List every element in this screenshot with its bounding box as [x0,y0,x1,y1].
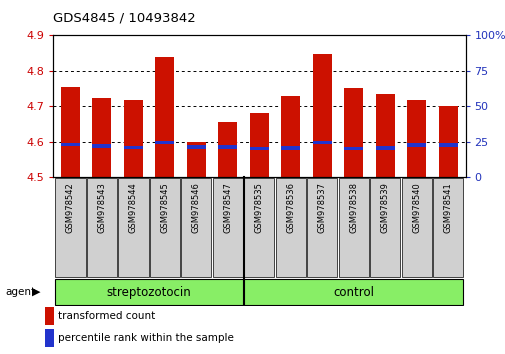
Bar [61,143,80,146]
FancyBboxPatch shape [87,178,117,277]
FancyBboxPatch shape [55,178,85,277]
Text: GSM978546: GSM978546 [191,182,200,233]
Bar [61,87,80,177]
Bar [438,106,457,177]
Text: GDS4845 / 10493842: GDS4845 / 10493842 [53,12,195,25]
Text: GSM978538: GSM978538 [348,182,358,233]
Bar [281,96,299,177]
Bar [124,146,142,149]
Bar [407,100,425,177]
Bar [438,143,457,147]
Text: streptozotocin: streptozotocin [107,286,191,298]
Text: control: control [333,286,374,298]
FancyBboxPatch shape [244,279,463,305]
Text: ▶: ▶ [32,286,40,296]
Bar [155,141,174,144]
Text: GSM978542: GSM978542 [66,182,75,233]
Text: GSM978537: GSM978537 [317,182,326,233]
Bar [281,146,299,150]
Bar [155,57,174,177]
FancyBboxPatch shape [338,178,368,277]
Bar [45,307,55,325]
Text: GSM978536: GSM978536 [286,182,295,233]
Text: GSM978540: GSM978540 [412,182,420,233]
Text: transformed count: transformed count [58,310,155,321]
Text: GSM978539: GSM978539 [380,182,389,233]
Bar [249,113,268,177]
Text: percentile rank within the sample: percentile rank within the sample [58,333,233,343]
Bar [375,146,394,150]
Bar [186,142,206,177]
Bar [375,94,394,177]
Bar [218,122,237,177]
Text: GSM978547: GSM978547 [223,182,232,233]
FancyBboxPatch shape [401,178,431,277]
FancyBboxPatch shape [369,178,399,277]
FancyBboxPatch shape [181,178,211,277]
FancyBboxPatch shape [307,178,337,277]
FancyBboxPatch shape [212,178,242,277]
FancyBboxPatch shape [432,178,463,277]
FancyBboxPatch shape [244,178,274,277]
Bar [343,88,363,177]
FancyBboxPatch shape [55,279,242,305]
Bar [312,141,331,144]
FancyBboxPatch shape [118,178,148,277]
Bar [124,100,142,177]
Bar [407,143,425,147]
Text: GSM978543: GSM978543 [97,182,106,233]
Text: GSM978541: GSM978541 [443,182,452,233]
Bar [343,147,363,150]
Bar [92,144,111,148]
FancyBboxPatch shape [149,178,180,277]
Text: agent: agent [5,287,35,297]
Bar [45,329,55,347]
Bar [92,98,111,177]
Bar [218,145,237,149]
Text: GSM978535: GSM978535 [255,182,263,233]
Text: GSM978544: GSM978544 [129,182,138,233]
Text: GSM978545: GSM978545 [160,182,169,233]
Bar [186,145,206,149]
FancyBboxPatch shape [275,178,306,277]
Bar [249,147,268,150]
Bar [312,54,331,177]
